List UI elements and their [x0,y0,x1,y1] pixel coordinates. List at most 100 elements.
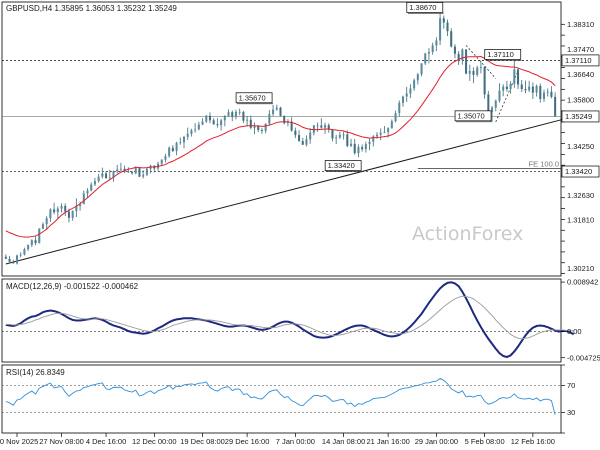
rsi-panel-frame [1,364,562,434]
candle-body [45,218,48,225]
candle-body [520,84,523,90]
candle-body [168,147,171,157]
candle-body [86,190,89,194]
candle-body [390,121,393,129]
annotation-label: 1.35670 [239,93,266,102]
candle-body [227,112,230,116]
candle-147 [550,86,553,99]
candle-body [349,143,353,146]
candle-body [112,171,115,178]
candle-13 [53,202,56,215]
candle-78 [294,127,297,139]
candle-body [182,136,186,143]
candle-body [23,249,26,255]
candle-body [468,70,471,74]
candle-body [301,141,304,145]
candle-body [375,134,379,137]
candle-body [260,129,263,131]
candle-body [446,22,449,32]
candle-117 [439,13,442,46]
candle-60 [227,109,230,118]
candle-body [49,209,52,219]
x-label-9: 29 Jan 00:00 [415,437,458,446]
candle-146 [546,88,549,97]
candle-96 [361,144,364,152]
price-y-label-1: 1.37470 [567,45,594,54]
candle-56 [212,118,215,125]
candle-body [56,208,59,213]
candle-body [131,172,134,174]
annotation-4: 1.33420 [324,160,363,172]
fe-label: FE 100.0 [529,160,559,169]
price-watermark: ActionForex [412,223,523,245]
candle-body [234,111,237,117]
projection-line-0 [465,45,497,79]
candle-body [4,256,7,259]
candle-body [331,129,334,139]
candle-body [312,125,315,133]
candle-body [427,51,430,54]
macd-header-name: MACD(12,26,9) [6,282,62,291]
candle-123 [461,48,464,65]
candle-119 [446,19,449,37]
candle-112 [420,63,423,77]
candle-126 [472,67,475,84]
candle-104 [390,119,393,129]
candle-body [249,119,252,128]
annotation-box [454,110,492,122]
candle-33 [127,167,130,173]
candle-body [465,49,468,74]
candle-110 [413,78,416,91]
candle-34 [131,170,134,175]
x-label-3: 12 Dec 00:00 [132,437,177,446]
candle-95 [357,144,360,158]
candle-66 [249,115,252,130]
candle-82 [309,128,312,144]
projection-line-1 [495,70,519,122]
candle-body [160,159,163,164]
candle-body [279,107,282,116]
price-header-low: 1.35232 [117,4,146,13]
candle-body [361,147,364,150]
candle-body [550,91,553,97]
macd-y-label-1: 0.00 [567,327,582,336]
candle-92 [346,130,349,148]
candle-body [513,69,516,84]
x-label-1: 27 Nov 08:00 [39,437,84,446]
candle-body [15,255,19,264]
candle-body [364,144,367,150]
support-trendline [5,118,563,265]
candle-body [101,173,104,177]
candle-body [30,240,33,245]
candle-124 [465,48,468,75]
candle-55 [208,112,212,124]
candle-body [431,45,434,52]
candle-25 [97,173,100,183]
candle-52 [197,121,200,131]
candle-5 [23,247,26,256]
candle-body [479,67,482,68]
candle-28 [108,169,111,181]
candle-75 [283,115,286,125]
candle-body [97,176,100,182]
candle-body [294,130,297,136]
price-y-label-6: 1.31810 [567,216,594,225]
candle-128 [479,61,482,74]
rsi-line [5,377,556,415]
candle-44 [168,146,171,158]
price-panel-frame [1,1,562,277]
candle-136 [509,81,512,94]
candle-body [502,86,505,91]
candle-body [409,88,412,94]
candle-139 [520,79,523,93]
candle-67 [253,122,256,135]
annotation-label: 1.35070 [458,112,485,121]
candle-body [179,142,182,144]
macd-header: MACD(12,26,9) -0.001522 -0.000462 [6,282,139,291]
candle-body [353,143,356,154]
x-label-4: 19 Dec 08:00 [180,437,225,446]
candle-7 [30,239,33,248]
x-label-5: 29 Dec 16:00 [225,437,270,446]
candle-19 [75,198,78,217]
candle-body [542,92,546,99]
